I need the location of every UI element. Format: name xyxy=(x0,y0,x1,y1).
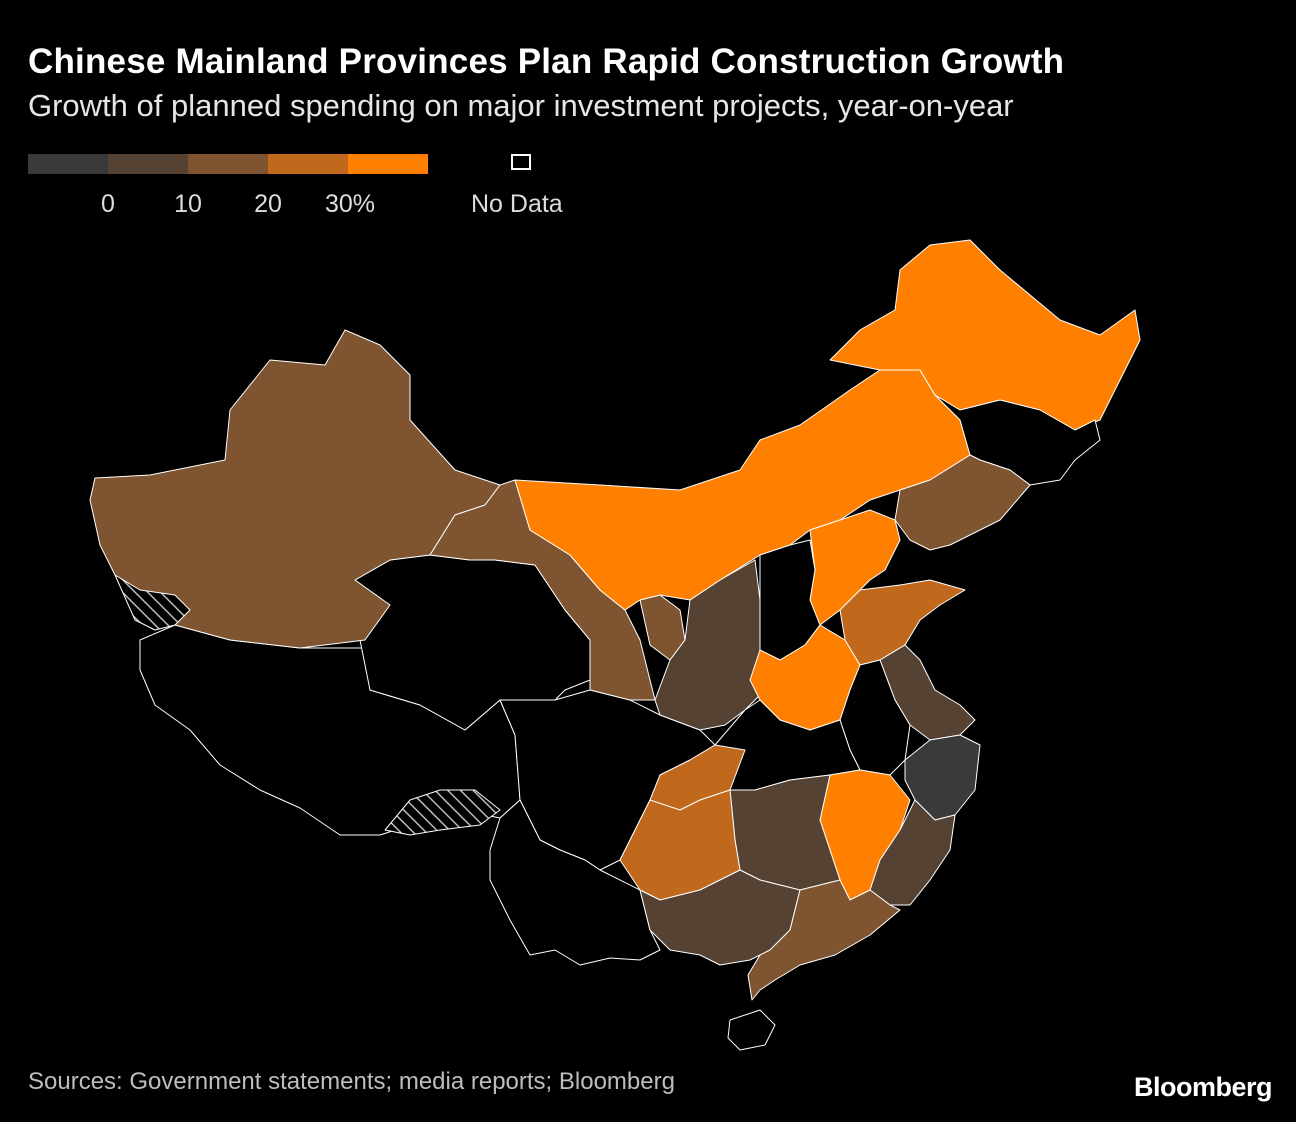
region-shaanxi xyxy=(654,559,766,731)
legend-no-data-swatch xyxy=(511,154,531,170)
legend-tick-0: 0 xyxy=(101,190,115,218)
region-zhejiang xyxy=(904,734,981,821)
legend-tick-30: 30% xyxy=(324,190,376,218)
legend-swatch-10-20 xyxy=(188,154,268,174)
legend-swatch-20-30 xyxy=(268,154,348,174)
chart-title: Chinese Mainland Provinces Plan Rapid Co… xyxy=(28,42,1065,81)
legend-swatch-below-0 xyxy=(28,154,108,174)
source-note: Sources: Government statements; media re… xyxy=(28,1068,675,1095)
region-inner-mongolia xyxy=(514,369,971,611)
region-liaoning xyxy=(894,454,1031,551)
region-gansu xyxy=(429,479,656,701)
region-fujian xyxy=(869,799,956,906)
region-yunnan xyxy=(489,799,661,966)
color-legend: 0 10 20 30% No Data xyxy=(28,154,588,224)
chart-subtitle: Growth of planned spending on major inve… xyxy=(28,88,1014,123)
region-south-tibet xyxy=(384,789,501,836)
bloomberg-logo: Bloomberg xyxy=(1133,1072,1273,1102)
legend-swatch-0-10 xyxy=(108,154,188,174)
legend-tick-10: 10 xyxy=(174,190,202,218)
legend-swatch-above-30 xyxy=(348,154,428,174)
legend-no-data-label: No Data xyxy=(471,190,563,218)
region-aksai-chin xyxy=(114,574,191,631)
legend-tick-20: 20 xyxy=(254,190,282,218)
region-hainan xyxy=(727,1009,776,1051)
region-shandong xyxy=(839,579,966,666)
region-guangdong xyxy=(747,879,901,1001)
